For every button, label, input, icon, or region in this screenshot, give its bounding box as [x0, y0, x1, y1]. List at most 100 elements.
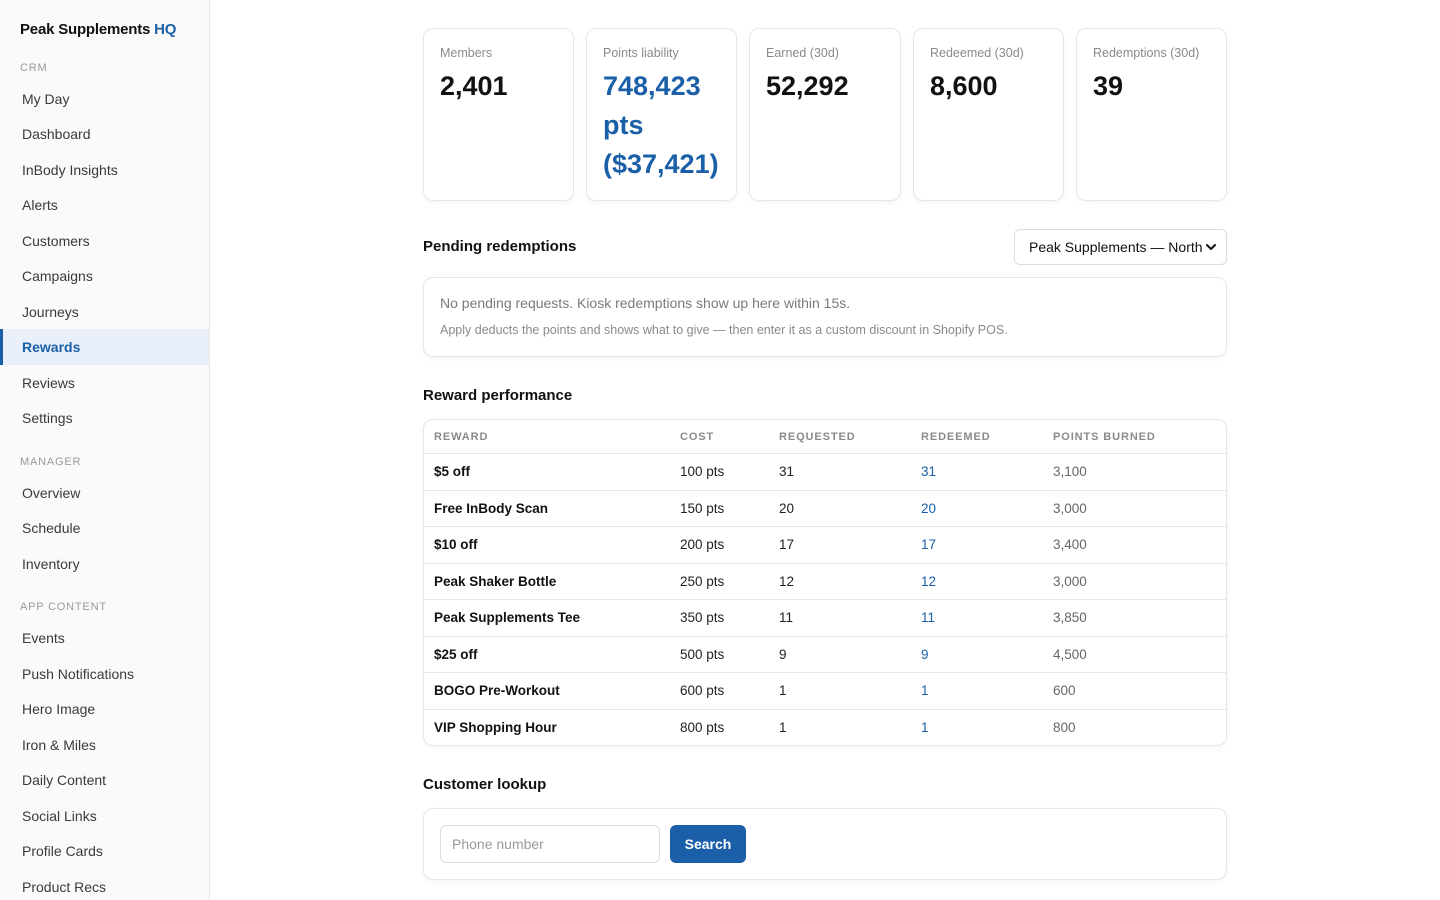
sidebar-item-my-day[interactable]: My Day	[22, 91, 70, 107]
kpi-label: Redemptions (30d)	[1093, 46, 1200, 60]
kpi-label: Members	[440, 46, 493, 60]
reward-redeemed[interactable]: 12	[921, 573, 937, 589]
sidebar-item-rewards[interactable]: Rewards	[0, 329, 209, 365]
chevron-down-icon	[1206, 244, 1216, 250]
reward-performance-table: REWARD COST REQUESTED REDEEMED POINTS BU…	[423, 419, 1227, 746]
sidebar-item-profile-cards[interactable]: Profile Cards	[22, 843, 103, 859]
reward-points-burned: 3,100	[1053, 464, 1087, 479]
brand-logo[interactable]: Peak Supplements HQ	[20, 21, 176, 38]
kpi-label: Redeemed (30d)	[930, 46, 1024, 60]
reward-redeemed[interactable]: 1	[921, 719, 929, 735]
location-select-value: Peak Supplements — North	[1029, 239, 1203, 255]
reward-cost: 200 pts	[680, 537, 725, 552]
kpi-card-redemptions: Redemptions (30d) 39	[1076, 28, 1227, 201]
reward-points-burned: 3,000	[1053, 573, 1087, 589]
customer-lookup-card: Search	[423, 808, 1227, 880]
reward-requested: 1	[779, 683, 787, 698]
sidebar-item-hero-image[interactable]: Hero Image	[22, 701, 96, 717]
column-header-points-burned[interactable]: POINTS BURNED	[1053, 431, 1156, 443]
reward-redeemed[interactable]: 11	[921, 610, 936, 625]
section-label-app-content: APP CONTENT	[20, 601, 107, 613]
sidebar-item-product-recs[interactable]: Product Recs	[22, 879, 107, 895]
column-header-requested[interactable]: REQUESTED	[779, 431, 856, 443]
sidebar-item-alerts[interactable]: Alerts	[22, 197, 58, 213]
sidebar-item-inbody-insights[interactable]: InBody Insights	[22, 162, 118, 178]
reward-redeemed[interactable]: 9	[921, 646, 929, 662]
section-label-crm: CRM	[20, 62, 48, 74]
table-row: Free InBody Scan 150 pts 20 20 3,000	[424, 491, 1226, 527]
table-row: Peak Supplements Tee 350 pts 11 11 3,850	[424, 600, 1226, 637]
reward-requested: 20	[779, 500, 795, 516]
reward-cost: 350 pts	[680, 610, 725, 625]
kpi-label: Points liability	[603, 46, 679, 60]
kpi-card-redeemed: Redeemed (30d) 8,600	[913, 28, 1064, 201]
sidebar-item-push-notifications[interactable]: Push Notifications	[22, 666, 135, 682]
sidebar-item-social-links[interactable]: Social Links	[22, 808, 97, 824]
reward-requested: 12	[779, 573, 795, 589]
column-header-reward[interactable]: REWARD	[434, 431, 489, 443]
sidebar-item-inventory[interactable]: Inventory	[22, 556, 80, 572]
sidebar-item-campaigns[interactable]: Campaigns	[22, 268, 93, 284]
column-header-cost[interactable]: COST	[680, 431, 715, 443]
sidebar-item-iron-miles[interactable]: Iron & Miles	[22, 737, 96, 753]
reward-points-burned: 4,500	[1053, 646, 1087, 662]
sidebar-item-overview[interactable]: Overview	[22, 485, 81, 501]
reward-requested: 1	[779, 719, 787, 735]
sidebar: Peak Supplements HQ CRM My Day Dashboard…	[0, 0, 210, 900]
pending-redemptions-title: Pending redemptions	[423, 238, 577, 255]
table-row: $10 off 200 pts 17 17 3,400	[424, 527, 1226, 564]
kpi-value: 52,292	[766, 71, 849, 101]
sidebar-item-events[interactable]: Events	[22, 630, 65, 646]
phone-number-input[interactable]	[440, 825, 660, 863]
sidebar-item-schedule[interactable]: Schedule	[22, 520, 81, 536]
pending-empty-message: No pending requests. Kiosk redemptions s…	[440, 295, 851, 311]
reward-name: $10 off	[434, 537, 478, 552]
brand-suffix: HQ	[154, 21, 177, 38]
table-header: REWARD COST REQUESTED REDEEMED POINTS BU…	[424, 420, 1226, 454]
reward-cost: 250 pts	[680, 573, 725, 589]
column-header-redeemed[interactable]: REDEEMED	[921, 431, 991, 443]
search-button[interactable]: Search	[670, 825, 746, 863]
sidebar-item-journeys[interactable]: Journeys	[22, 304, 79, 320]
reward-redeemed[interactable]: 17	[921, 537, 937, 552]
reward-redeemed[interactable]: 20	[921, 500, 937, 516]
table-row: BOGO Pre-Workout 600 pts 1 1 600	[424, 673, 1226, 710]
sidebar-item-customers[interactable]: Customers	[22, 233, 90, 249]
table-row: Peak Shaker Bottle 250 pts 12 12 3,000	[424, 564, 1226, 600]
customer-lookup-title: Customer lookup	[423, 776, 547, 793]
reward-points-burned: 800	[1053, 719, 1076, 735]
sidebar-item-reviews[interactable]: Reviews	[22, 375, 75, 391]
kpi-card-earned: Earned (30d) 52,292	[749, 28, 901, 201]
kpi-value: 748,423 pts ($37,421)	[603, 71, 719, 179]
reward-requested: 17	[779, 537, 795, 552]
reward-name: $25 off	[434, 646, 478, 662]
kpi-value: 39	[1093, 71, 1124, 101]
reward-cost: 500 pts	[680, 646, 725, 662]
sidebar-item-daily-content[interactable]: Daily Content	[22, 772, 107, 788]
kpi-value: 2,401	[440, 71, 508, 101]
kpi-card-points-liability: Points liability 748,423 pts ($37,421)	[586, 28, 737, 201]
reward-performance-title: Reward performance	[423, 387, 573, 404]
reward-cost: 800 pts	[680, 719, 725, 735]
reward-name: Peak Supplements Tee	[434, 610, 581, 625]
reward-requested: 31	[779, 464, 795, 479]
reward-redeemed[interactable]: 1	[921, 683, 929, 698]
reward-name: Free InBody Scan	[434, 500, 549, 516]
kpi-value: 8,600	[930, 71, 998, 101]
kpi-card-members: Members 2,401	[423, 28, 574, 201]
table-row: $5 off 100 pts 31 31 3,100	[424, 454, 1226, 491]
reward-cost: 100 pts	[680, 464, 725, 479]
reward-redeemed[interactable]: 31	[921, 464, 937, 479]
reward-name: Peak Shaker Bottle	[434, 573, 557, 589]
brand-name: Peak Supplements	[20, 21, 151, 38]
reward-name: VIP Shopping Hour	[434, 719, 557, 735]
reward-name: $5 off	[434, 464, 471, 479]
reward-points-burned: 600	[1053, 683, 1076, 698]
reward-name: BOGO Pre-Workout	[434, 683, 560, 698]
table-row: VIP Shopping Hour 800 pts 1 1 800	[424, 710, 1226, 747]
sidebar-item-dashboard[interactable]: Dashboard	[22, 126, 91, 142]
pending-redemptions-card: No pending requests. Kiosk redemptions s…	[423, 277, 1227, 357]
sidebar-item-settings[interactable]: Settings	[22, 410, 73, 426]
reward-points-burned: 3,000	[1053, 500, 1087, 516]
location-select[interactable]: Peak Supplements — North	[1014, 229, 1227, 265]
